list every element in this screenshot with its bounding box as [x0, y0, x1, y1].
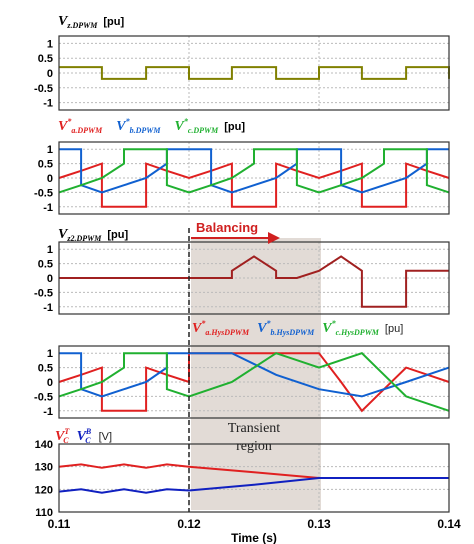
y-tick-1-4: -1: [43, 202, 53, 214]
y-tick-3-0: 1: [47, 348, 53, 360]
panel-frame-2: [58, 241, 450, 315]
balancing-arrow-head: [268, 232, 280, 244]
transient-region-label: Transient region: [228, 421, 280, 454]
x-tick-2: 0.13: [307, 517, 331, 531]
y-tick-0-3: -0.5: [34, 83, 53, 95]
y-tick-1-3: -0.5: [34, 187, 53, 199]
y-tick-3-3: -0.5: [34, 391, 53, 403]
y-tick-3-1: 0.5: [38, 363, 53, 375]
panel2-legend: V*a.DPWM V*b.DPWM V*c.DPWM [pu]: [58, 117, 245, 135]
y-tick-4-0: 140: [35, 439, 53, 451]
series-line-4-1: [58, 477, 449, 494]
y-tick-0-2: 0: [47, 68, 53, 80]
panel1-title: Vz.DPWM [pu]: [58, 14, 124, 30]
panel-frame-1: [58, 141, 450, 215]
series-line-3-0: [58, 352, 450, 413]
y-tick-2-2: 0: [47, 273, 53, 285]
x-axis-label: Time (s): [231, 531, 277, 544]
series-line-0-0: [59, 66, 450, 80]
x-tick-3: 0.14: [437, 517, 461, 531]
series-line-1-2: [58, 148, 450, 194]
y-tick-3-4: -1: [43, 406, 53, 418]
y-tick-0-0: 1: [47, 38, 53, 50]
series-line-1-0: [58, 162, 450, 208]
y-tick-1-2: 0: [47, 173, 53, 185]
y-tick-0-1: 0.5: [38, 53, 53, 65]
y-tick-3-2: 0: [47, 377, 53, 389]
series-line-2-0: [59, 255, 449, 308]
panel4-legend: V*a.HysDPWM V*b.HysDPWM V*c.HysDPWM [pu]: [192, 319, 403, 337]
series-line-1-1: [59, 148, 449, 194]
series-line-3-2: [58, 352, 450, 412]
y-tick-2-3: -0.5: [34, 287, 53, 299]
balancing-label: Balancing: [196, 220, 258, 235]
y-tick-4-2: 120: [35, 484, 53, 496]
series-line-4-0: [58, 463, 449, 479]
y-tick-2-0: 1: [47, 244, 53, 256]
x-tick-1: 0.12: [177, 517, 201, 531]
y-tick-0-4: -1: [43, 98, 53, 110]
panel5-legend: VT C VB C [V]: [55, 427, 112, 445]
x-tick-0: 0.11: [48, 517, 71, 531]
y-tick-1-0: 1: [47, 144, 53, 156]
panel3-title: Vz2.DPWM [pu]: [58, 227, 128, 243]
y-tick-2-1: 0.5: [38, 259, 53, 271]
panel-frame-4: [58, 443, 450, 513]
y-tick-4-3: 110: [35, 507, 53, 519]
y-tick-1-1: 0.5: [38, 159, 53, 171]
y-tick-4-1: 130: [35, 462, 53, 474]
transient-region-shade: [191, 238, 321, 510]
panel-frame-0: [58, 35, 450, 111]
panel-frame-3: [58, 345, 450, 419]
y-tick-2-4: -1: [43, 302, 53, 314]
